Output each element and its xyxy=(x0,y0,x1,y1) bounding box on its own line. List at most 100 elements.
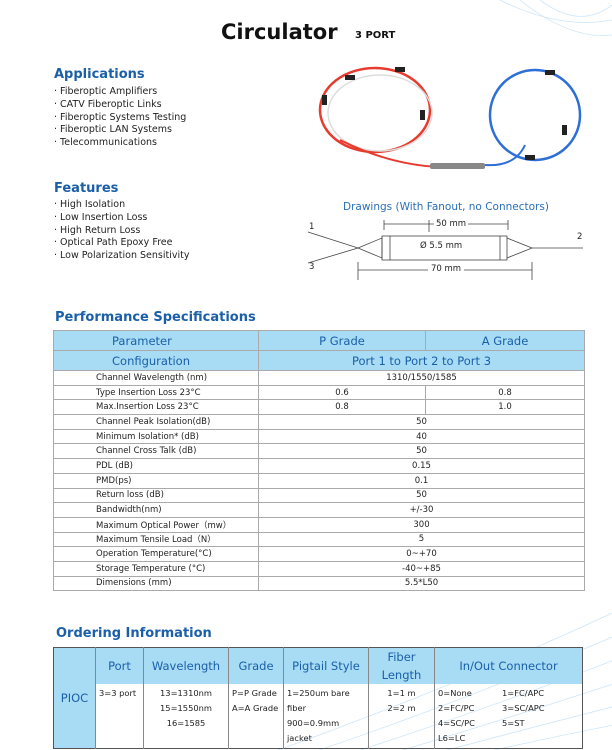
table-row: Channel Wavelength (nm) 1310/1550/1585 xyxy=(53,370,585,386)
port-1-label: 1 xyxy=(309,222,315,232)
list-item: · High Return Loss xyxy=(54,224,141,236)
port-3-label: 3 xyxy=(309,262,315,272)
body-length-label: 50 mm xyxy=(434,219,469,229)
port-2-label: 2 xyxy=(577,232,583,242)
table-header-row: PIOC Port Wavelength Grade Pigtail Style… xyxy=(53,647,583,749)
header-cell: In/Out Connector xyxy=(434,647,583,684)
features-list: · High Isolation · Low Insertion Loss · … xyxy=(54,199,189,263)
applications-list: · Fiberoptic Amplifiers · CATV Fiberopti… xyxy=(54,86,186,150)
header-cell: Wavelength xyxy=(143,647,229,684)
header-cell: Configuration xyxy=(53,350,259,371)
option: 5=ST xyxy=(502,718,525,728)
table-row: Maximum Optical Power（mw） 300 xyxy=(53,516,585,533)
header-cell: Pigtail Style xyxy=(283,647,369,684)
list-item: · Fiberoptic Amplifiers xyxy=(54,86,158,97)
list-item: · Fiberoptic LAN Systems xyxy=(54,124,172,136)
table-row: Storage Temperature (°C) -40~+85 xyxy=(53,560,585,577)
parameter-cell: Maximum Tensile Load（N） xyxy=(53,531,259,548)
option: 900=0.9mm jacket xyxy=(287,718,340,743)
value-cell: 0~+70 xyxy=(258,546,585,562)
option: L6=LC xyxy=(438,733,466,743)
value-cell: 40 xyxy=(258,428,585,445)
list-item: · Telecommunications xyxy=(54,137,157,149)
page-title: Circulator xyxy=(221,20,338,44)
drawing-title: Drawings (With Fanout, no Connectors) xyxy=(343,201,549,213)
option: 1=FC/APC xyxy=(502,688,545,698)
performance-table: Parameter P Grade A Grade Configuration … xyxy=(53,330,585,592)
option: 1=1 m xyxy=(387,688,416,698)
parameter-cell: Channel Peak Isolation(dB) xyxy=(53,414,259,430)
table-row: Type Insertion Loss 23°C 0.6 0.8 xyxy=(53,384,585,401)
value-cell: 5.5*L50 xyxy=(258,575,585,592)
length-options: 1=1 m 2=2 m xyxy=(368,684,435,749)
features-heading: Features xyxy=(54,181,119,196)
value-cell: 50 xyxy=(258,443,585,460)
diameter-label: Ø 5.5 mm xyxy=(420,241,463,251)
value-cell: 0.15 xyxy=(258,458,585,474)
value-cell: 1.0 xyxy=(425,399,585,416)
table-row: Operation Temperature(°C) 0~+70 xyxy=(53,546,585,562)
header-cell: A Grade xyxy=(425,330,585,351)
parameter-cell: Minimum Isolation* (dB) xyxy=(53,428,259,445)
value-cell: 0.1 xyxy=(258,472,585,489)
table-row: Bandwidth(nm) +/-30 xyxy=(53,502,585,518)
list-item: · CATV Fiberoptic Links xyxy=(54,98,162,110)
page-subtitle: 3 PORT xyxy=(355,30,396,41)
table-row: Return loss (dB) 50 xyxy=(53,487,585,504)
ordering-heading: Ordering Information xyxy=(56,626,212,641)
parameter-cell: PMD(ps) xyxy=(53,472,259,489)
value-cell: 5 xyxy=(258,531,585,548)
model-prefix: PIOC xyxy=(53,647,96,749)
pigtail-options: 1=250um bare fiber 900=0.9mm jacket xyxy=(283,684,369,749)
value-cell: 300 xyxy=(258,516,585,533)
table-row: Max.Insertion Loss 23°C 0.8 1.0 xyxy=(53,399,585,416)
table-row: Maximum Tensile Load（N） 5 xyxy=(53,531,585,548)
header-cell: Parameter xyxy=(53,330,259,351)
option: 15=1550nm xyxy=(160,703,212,713)
parameter-cell: PDL (dB) xyxy=(53,458,259,474)
list-item: · Optical Path Epoxy Free xyxy=(54,237,173,249)
option: 3=3 port xyxy=(99,688,137,698)
value-cell: 0.6 xyxy=(258,384,426,401)
list-item: · Low Insertion Loss xyxy=(54,211,148,223)
table-row: Channel Cross Talk (dB) 50 xyxy=(53,443,585,460)
header-cell: Port xyxy=(95,647,144,684)
option: 2=FC/PC xyxy=(438,703,475,713)
option: 1=250um bare fiber xyxy=(287,688,350,713)
header-cell: Port 1 to Port 2 to Port 3 xyxy=(258,350,585,371)
list-item: · Fiberoptic Systems Testing xyxy=(54,111,187,123)
table-row: Channel Peak Isolation(dB) 50 xyxy=(53,414,585,430)
value-cell: 0.8 xyxy=(425,384,585,401)
header-cell: P Grade xyxy=(258,330,426,351)
table-header-row: Parameter P Grade A Grade xyxy=(53,330,585,351)
parameter-cell: Max.Insertion Loss 23°C xyxy=(53,399,259,416)
total-length-label: 70 mm xyxy=(428,264,465,274)
parameter-cell: Return loss (dB) xyxy=(53,487,259,504)
parameter-cell: Type Insertion Loss 23°C xyxy=(53,384,259,401)
header-cell: Grade xyxy=(228,647,284,684)
value-cell: 0.8 xyxy=(258,399,426,416)
performance-heading: Performance Specifications xyxy=(55,310,256,325)
list-item: · High Isolation xyxy=(54,199,126,210)
table-row: PDL (dB) 0.15 xyxy=(53,458,585,474)
table-row: PMD(ps) 0.1 xyxy=(53,472,585,489)
parameter-cell: Operation Temperature(°C) xyxy=(53,546,259,562)
connector-options: 0=None 1=FC/APC 2=FC/PC 3=SC/APC 4=SC/PC 5=… xyxy=(434,684,583,749)
parameter-cell: Channel Wavelength (nm) xyxy=(53,370,259,386)
ordering-table: PIOC Port Wavelength Grade Pigtail Style… xyxy=(53,647,583,749)
option: 13=1310nm xyxy=(160,688,212,698)
parameter-cell: Bandwidth(nm) xyxy=(53,502,259,518)
option: P=P Grade xyxy=(232,688,277,698)
table-row: Dimensions (mm) 5.5*L50 xyxy=(53,575,585,592)
list-item: · Low Polarization Sensitivity xyxy=(54,250,190,262)
value-cell: 50 xyxy=(258,414,585,430)
table-row: Minimum Isolation* (dB) 40 xyxy=(53,428,585,445)
parameter-cell: Storage Temperature (°C) xyxy=(53,560,259,577)
table-row: 3=3 port 13=1310nm 15=1550nm 16=1585 P=P G… xyxy=(54,684,583,749)
option: 4=SC/PC xyxy=(438,718,475,728)
configuration-row: Configuration Port 1 to Port 2 to Port 3 xyxy=(53,350,585,371)
port-options: 3=3 port xyxy=(95,684,144,749)
value-cell: 50 xyxy=(258,487,585,504)
option: 3=SC/APC xyxy=(502,703,545,713)
header-cell: Fiber Length xyxy=(368,647,435,684)
